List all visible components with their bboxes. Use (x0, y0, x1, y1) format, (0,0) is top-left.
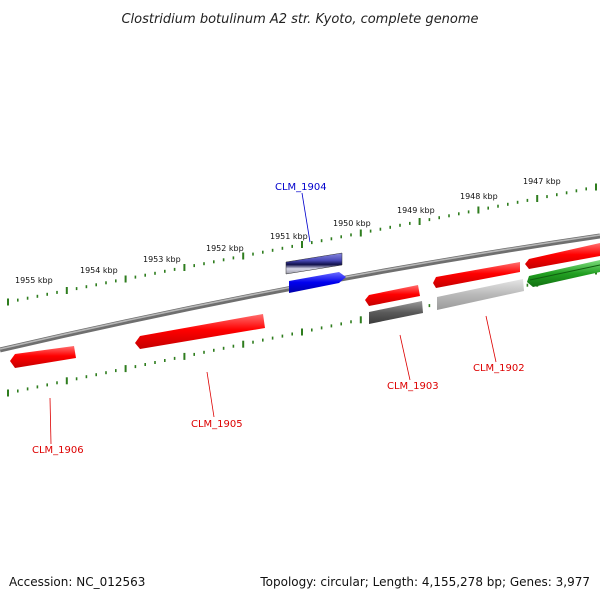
gene-label-clm-1903[interactable]: CLM_1903 (387, 381, 439, 392)
leader-clm-1905 (206, 371, 215, 418)
scale-label-1950: 1950 kbp (333, 219, 371, 228)
scale-label-1949: 1949 kbp (397, 206, 435, 215)
leader-clm-1902 (485, 315, 497, 363)
cds-feature-red-upper-1[interactable] (433, 262, 520, 288)
scale-label-1953: 1953 kbp (143, 255, 181, 264)
scale-label-1948: 1948 kbp (460, 192, 498, 201)
gene-label-clm-1902[interactable]: CLM_1902 (473, 363, 525, 374)
cds-feature-green-stripe (529, 264, 600, 281)
cds-feature-light-1902[interactable] (437, 279, 524, 310)
cds-feature-red-1906[interactable] (10, 346, 76, 368)
cds-feature-grey-1903[interactable] (369, 301, 423, 324)
cds-feature-blue[interactable] (289, 272, 346, 293)
cds-feature-red-1905[interactable] (135, 314, 265, 349)
cds-feature-navy[interactable] (285, 252, 343, 275)
gene-label-clm-1905[interactable]: CLM_1905 (191, 419, 243, 430)
accession-text: Accession: NC_012563 (9, 575, 146, 589)
scale-label-1951: 1951 kbp (270, 232, 308, 241)
leader-clm-1906 (49, 397, 52, 445)
scale-label-1952: 1952 kbp (206, 244, 244, 253)
leader-clm-1903 (399, 334, 411, 381)
leader-clm-1904 (301, 192, 311, 243)
gene-label-clm-1904[interactable]: CLM_1904 (275, 182, 327, 193)
gene-label-clm-1906[interactable]: CLM_1906 (32, 445, 84, 456)
map-title: Clostridium botulinum A2 str. Kyoto, com… (121, 12, 478, 27)
scale-label-1947: 1947 kbp (523, 177, 561, 186)
cds-feature-green[interactable] (527, 260, 600, 287)
scale-label-1955: 1955 kbp (15, 276, 53, 285)
genome-summary-text: Topology: circular; Length: 4,155,278 bp… (260, 575, 590, 589)
cds-feature-red-upper-2[interactable] (525, 243, 600, 269)
cds-feature-red-1903[interactable] (365, 285, 420, 306)
scale-label-1954: 1954 kbp (80, 266, 118, 275)
upper-tick-row (7, 183, 597, 306)
